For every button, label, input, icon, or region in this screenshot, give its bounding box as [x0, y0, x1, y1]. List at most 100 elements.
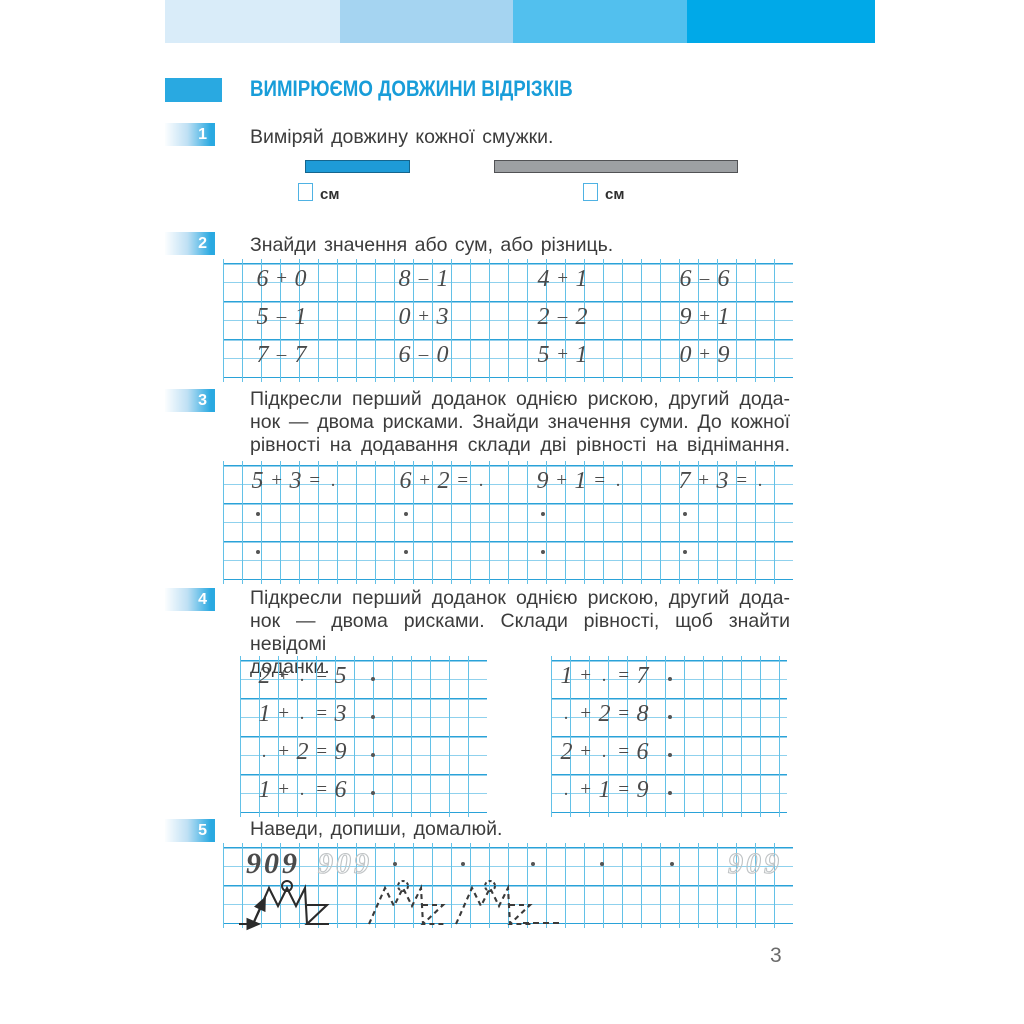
expression-token: – [557, 306, 568, 327]
handwritten-expression: 8–1 [395, 266, 452, 292]
expression-token: 8 [398, 266, 411, 292]
expression-token: 1 [574, 468, 587, 494]
expression-token: . [564, 703, 569, 724]
expression-token: – [699, 268, 710, 289]
expression-token: + [579, 665, 592, 686]
expression-token: . [602, 665, 607, 686]
blue-strip [305, 160, 410, 173]
model-crown-figure [239, 880, 330, 931]
expression-token: . [616, 470, 621, 491]
handwritten-expression: 9 +1 =. [533, 468, 628, 494]
expression-token: 1 [575, 342, 588, 368]
expression-token: 0 [679, 342, 692, 368]
handwritten-expression: . +2 = 9 [255, 739, 350, 765]
expression-token: . [262, 741, 267, 762]
grid-lines [223, 461, 793, 584]
answer-box-blue-strip[interactable] [298, 183, 313, 201]
handwritten-expression: 5–1 [253, 304, 310, 330]
header-bar-3 [513, 0, 687, 43]
expression-token: = [617, 779, 630, 800]
gray-strip [494, 160, 738, 173]
answer-grid-task3[interactable]: 5 +3 =. 6 +2 =. 9 +1 =. 7 +3 =. [223, 461, 793, 584]
expression-token: 7 [678, 468, 691, 494]
expression-token: + [277, 665, 290, 686]
answer-box-gray-strip[interactable] [583, 183, 598, 201]
expression-token: 5 [334, 663, 347, 689]
handwritten-expression: 2 +. = 6 [557, 739, 652, 765]
handwritten-expression: 5 +3 =. [248, 468, 343, 494]
expression-token: + [698, 344, 711, 365]
unit-label-blue: см [320, 186, 340, 203]
handwritten-expression: 2–2 [534, 304, 591, 330]
grid-lines [240, 656, 487, 817]
answer-grid-task4-left[interactable]: 2 +. = 5 1 +. = 3. +2 = 9 1 +. = 6 [240, 656, 487, 817]
handwritten-expression: 6–0 [395, 342, 452, 368]
expression-token: 6 [398, 342, 411, 368]
expression-token: + [697, 470, 710, 491]
unit-label-gray: см [605, 186, 625, 203]
answer-dot [600, 862, 604, 866]
answer-dot [371, 753, 375, 757]
answer-dot [393, 862, 397, 866]
expression-token: . [300, 779, 305, 800]
handwritten-expression: 4 +1 [534, 266, 591, 292]
expression-token: + [579, 779, 592, 800]
expression-token: 6 [399, 468, 412, 494]
expression-token: 2 [598, 701, 611, 727]
expression-token: 9 [334, 739, 347, 765]
traced-digits[interactable]: 909 [317, 847, 372, 880]
header-bar-4 [687, 0, 875, 43]
expression-token: 5 [537, 342, 550, 368]
task-2-badge: 2 [165, 232, 215, 255]
expression-token: – [276, 306, 287, 327]
expression-token: 6 [679, 266, 692, 292]
expression-token: = [315, 703, 328, 724]
traced-crown-figure[interactable] [442, 879, 536, 931]
answer-grid-task4-right[interactable]: 1 +. = 7. +2 = 8 2 +. = 6. +1 = 9 [551, 656, 787, 817]
expression-token: + [698, 306, 711, 327]
expression-token: = [315, 779, 328, 800]
expression-token: 7 [256, 342, 269, 368]
expression-token: 0 [436, 342, 449, 368]
expression-token: + [556, 344, 569, 365]
expression-token: 7 [636, 663, 649, 689]
answer-dot [371, 715, 375, 719]
expression-token: 2 [537, 304, 550, 330]
model-digits: 909 [246, 847, 300, 880]
task-5-badge: 5 [165, 819, 215, 842]
expression-token: 9 [717, 342, 730, 368]
expression-token: + [275, 268, 288, 289]
answer-dot [404, 550, 408, 554]
tracing-grid-task5[interactable]: 909 909 909 [223, 843, 793, 931]
expression-token: 8 [636, 701, 649, 727]
expression-token: 1 [436, 266, 449, 292]
answer-dot [531, 862, 535, 866]
traced-baseline-dashes[interactable] [523, 922, 559, 924]
expression-token: = [456, 470, 469, 491]
expression-token: + [277, 703, 290, 724]
expression-token: + [579, 741, 592, 762]
grid-lines [551, 656, 787, 817]
expression-token: 3 [334, 701, 347, 727]
answer-dot [461, 862, 465, 866]
expression-token: + [556, 268, 569, 289]
expression-token: . [479, 470, 484, 491]
expression-token: 3 [289, 468, 302, 494]
handwritten-expression: 0 +3 [395, 304, 452, 330]
title-accent-rect [165, 78, 222, 102]
handwritten-expression: 6 +2 =. [396, 468, 491, 494]
traced-digits[interactable]: 909 [727, 847, 782, 880]
grid-lines [223, 259, 793, 382]
handwritten-expression: 2 +. = 5 [255, 663, 350, 689]
expression-token: . [331, 470, 336, 491]
handwritten-expression: 1 +. = 6 [255, 777, 350, 803]
expression-token: 1 [258, 701, 271, 727]
expression-token: 2 [437, 468, 450, 494]
traced-crown-figure[interactable] [355, 879, 449, 931]
answer-dot [371, 677, 375, 681]
expression-token: 1 [575, 266, 588, 292]
expression-token: 0 [294, 266, 307, 292]
answer-grid-task2[interactable]: 6 +0 8–1 4 +1 6–6 5–1 0 +3 2–2 9 +1 7–7 6–0 5 +1 0 +9 [223, 259, 793, 382]
answer-dot [256, 550, 260, 554]
